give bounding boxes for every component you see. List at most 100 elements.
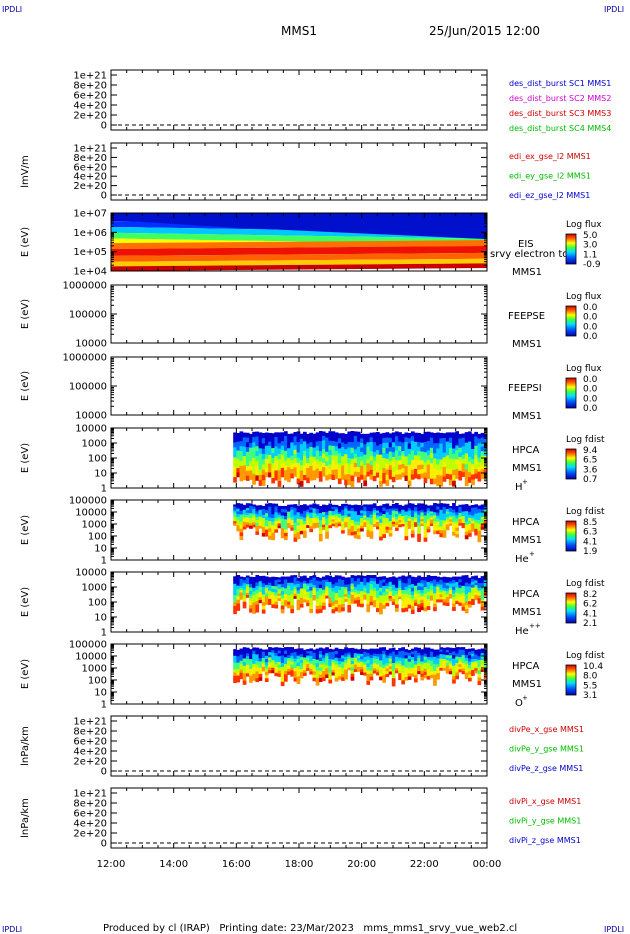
- heatmap-cell: [433, 575, 437, 580]
- heatmap-cell: [382, 668, 386, 673]
- heatmap-cell: [436, 584, 440, 588]
- heatmap-cell: [458, 466, 463, 472]
- y-tick-label: 1: [101, 700, 107, 711]
- heatmap-cell: [448, 515, 453, 519]
- heatmap-cell: [436, 530, 440, 535]
- heatmap-cell: [233, 583, 237, 588]
- heatmap-cell: [426, 599, 431, 604]
- heatmap-cell: [379, 475, 383, 482]
- heatmap-cell: [322, 658, 326, 662]
- heatmap-cell: [398, 522, 402, 526]
- heatmap-cell: [299, 582, 304, 586]
- heatmap-cell: [249, 672, 253, 677]
- heatmap-cell: [461, 660, 466, 664]
- heatmap-cell: [290, 512, 294, 516]
- heatmap-cell: [334, 455, 339, 461]
- heatmap-cell: [366, 600, 371, 605]
- heatmap-cell: [420, 460, 425, 466]
- heatmap-cell: [452, 579, 456, 584]
- heatmap-cell: [274, 432, 279, 438]
- heatmap-cell: [341, 503, 345, 508]
- heatmap-cell: [261, 527, 266, 531]
- heatmap-cell: [372, 521, 377, 525]
- heatmap-cell: [407, 525, 412, 529]
- heatmap-cell: [439, 513, 444, 518]
- y-axis-label: lnPa/km: [20, 726, 31, 766]
- heatmap-cell: [382, 534, 386, 538]
- heatmap-cell: [277, 588, 282, 592]
- heatmap-cell: [429, 648, 434, 653]
- heatmap-cell: [309, 456, 313, 462]
- heatmap-cell: [391, 601, 396, 605]
- heatmap-cell: [242, 595, 247, 600]
- heatmap-cell: [423, 668, 428, 673]
- heatmap-cell: [264, 523, 269, 527]
- heatmap-cell: [245, 512, 250, 516]
- heatmap-cell: [242, 432, 247, 438]
- heatmap-cell: [322, 527, 326, 531]
- heatmap-cell: [322, 605, 326, 610]
- heatmap-cell: [356, 596, 361, 601]
- heatmap-cell: [258, 597, 263, 601]
- heatmap-cell: [312, 523, 317, 526]
- heatmap-cell: [395, 519, 399, 523]
- heatmap-cell: [284, 588, 288, 592]
- heatmap-cell: [379, 653, 383, 658]
- heatmap-cell: [448, 506, 453, 509]
- heatmap-cell: [401, 455, 405, 461]
- heatmap-cell: [264, 513, 269, 518]
- heatmap-cell: [233, 609, 237, 615]
- heatmap-cell: [347, 661, 352, 664]
- heatmap-cell: [372, 648, 377, 652]
- heatmap-cell: [464, 586, 469, 591]
- spacecraft-label: MMS1: [512, 535, 542, 546]
- colorbar-tick-label: 5.5: [583, 681, 597, 691]
- heatmap-cell: [309, 520, 313, 524]
- heatmap-cell: [239, 592, 244, 596]
- heatmap-cell: [239, 666, 244, 671]
- heatmap-cell: [242, 586, 247, 590]
- heatmap-cell: [245, 575, 250, 579]
- heatmap-cell: [382, 678, 386, 683]
- heatmap-cell: [404, 649, 409, 653]
- heatmap-cell: [382, 601, 386, 606]
- heatmap-cell: [356, 505, 361, 509]
- heatmap-cell: [322, 436, 326, 441]
- heatmap-cell: [452, 676, 456, 681]
- heatmap-cell: [423, 583, 428, 588]
- heatmap-cell: [376, 653, 380, 657]
- heatmap-cell: [360, 447, 364, 453]
- heatmap-cell: [312, 508, 317, 512]
- heatmap-cell: [325, 595, 329, 599]
- heatmap-cell: [239, 578, 244, 582]
- heatmap-cell: [299, 654, 304, 658]
- legend-series-name: divPe_x_gse MMS1: [509, 725, 584, 734]
- heatmap-cell: [268, 596, 272, 600]
- heatmap-cell: [274, 518, 279, 522]
- heatmap-cell: [360, 664, 364, 668]
- heatmap-cell: [261, 583, 266, 588]
- heatmap-cell: [264, 463, 269, 469]
- heatmap-cell: [477, 670, 482, 675]
- heatmap-cell: [353, 655, 358, 659]
- heatmap-cell: [284, 436, 288, 442]
- heatmap-cell: [331, 672, 336, 676]
- y-tick-label: 1000: [82, 583, 107, 594]
- heatmap-cell: [315, 655, 320, 660]
- heatmap-hpca_o: [233, 647, 488, 687]
- heatmap-cell: [274, 506, 279, 510]
- heatmap-cell: [464, 657, 469, 662]
- heatmap-cell: [372, 597, 377, 601]
- heatmap-cell: [379, 470, 383, 477]
- heatmap-cell: [299, 525, 304, 529]
- heatmap-cell: [423, 674, 428, 679]
- heatmap-cell: [480, 650, 485, 654]
- heatmap-cell: [474, 522, 478, 527]
- heatmap-cell: [360, 659, 364, 663]
- heatmap-cell: [369, 664, 374, 668]
- heatmap-cell: [268, 601, 272, 605]
- heatmap-cell: [439, 480, 444, 487]
- heatmap-cell: [322, 576, 326, 581]
- heatmap-cell: [369, 676, 374, 681]
- heatmap-cell: [312, 597, 317, 601]
